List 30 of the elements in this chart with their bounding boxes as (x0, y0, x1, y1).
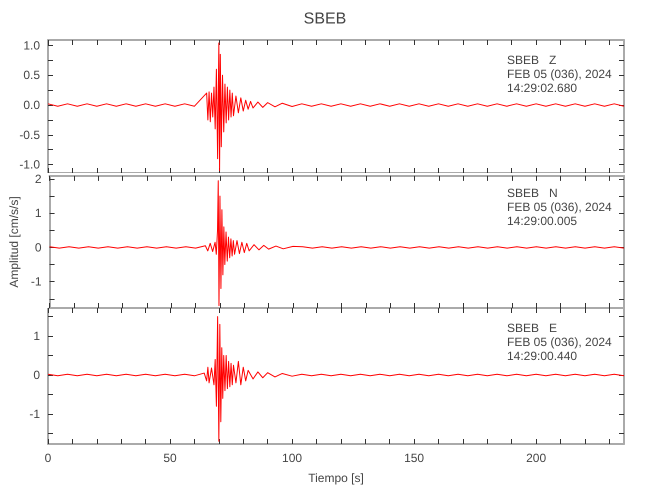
annotation: FEB 05 (036), 2024 (507, 335, 612, 349)
y-tick-label: 2 (34, 172, 42, 186)
x-tick-label: 200 (526, 451, 546, 465)
line-series (48, 316, 624, 442)
x-axis-title: Tiempo [s] (308, 471, 364, 485)
x-tick-label: 100 (282, 451, 302, 465)
annotation: 14:29:00.440 (507, 349, 578, 363)
y-tick-label: 0 (34, 240, 42, 254)
y-tick-label: -1.0 (19, 158, 40, 172)
x-tick-label: 50 (163, 451, 178, 465)
annotation: FEB 05 (036), 2024 (507, 67, 612, 81)
x-tick-label: 0 (44, 451, 52, 465)
y-axis-title: Amplitud [cm/s/s] (7, 196, 21, 288)
annotation: 14:29:02.680 (507, 81, 578, 95)
chart-title: SBEB (304, 10, 346, 28)
y-tick-label: 1 (33, 329, 40, 344)
y-tick-label: -1 (29, 406, 40, 421)
y-tick-label: 0 (33, 368, 40, 382)
y-tick-label: 1.0 (23, 38, 40, 52)
annotation: 14:29:00.005 (507, 214, 578, 228)
y-tick-label: 0.5 (23, 68, 40, 82)
y-tick-label: 1 (34, 206, 42, 220)
annotation: SBEB N (507, 186, 558, 200)
y-tick-label: -1 (30, 274, 42, 289)
x-tick-label: 150 (404, 451, 424, 465)
annotation: FEB 05 (036), 2024 (507, 200, 612, 214)
annotation: SBEB Z (507, 53, 556, 67)
annotation: SBEB E (507, 321, 558, 335)
y-tick-label: -0.5 (19, 128, 40, 142)
y-tick-label: 0.0 (23, 98, 40, 112)
